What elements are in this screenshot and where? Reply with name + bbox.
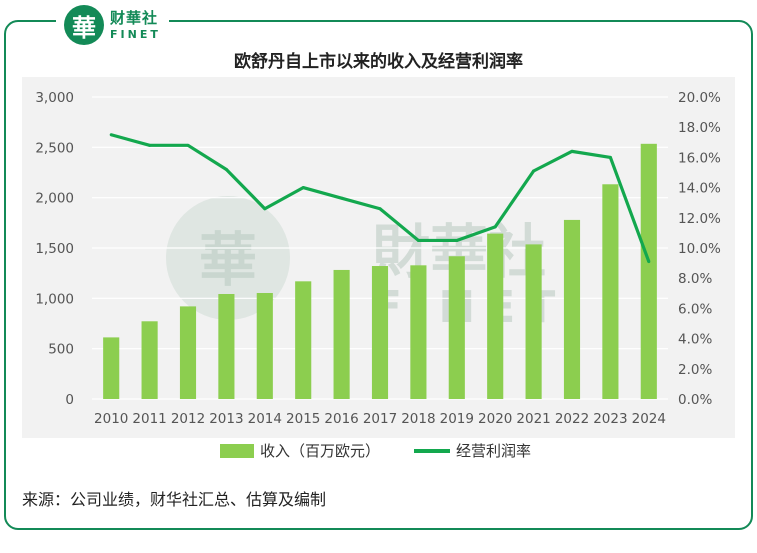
x-tick-label: 2020 — [478, 411, 512, 427]
x-tick-label: 2019 — [440, 411, 474, 427]
legend: 收入（百万欧元） 经营利润率 — [220, 442, 531, 460]
x-tick-label: 2021 — [516, 411, 550, 427]
x-tick-label: 2014 — [248, 411, 282, 427]
source-note: 来源：公司业绩，财华社汇总、估算及编制 — [22, 490, 327, 509]
margin-point-2014 — [263, 207, 267, 211]
legend-bar-swatch — [220, 444, 254, 458]
margin-point-2015 — [301, 186, 305, 190]
left-tick-label: 0 — [65, 392, 74, 408]
revenue-bar-2011 — [141, 321, 158, 399]
margin-point-2020 — [493, 225, 497, 229]
revenue-bar-2024 — [640, 143, 657, 399]
x-tick-label: 2024 — [632, 411, 666, 427]
revenue-bars — [103, 143, 657, 399]
revenue-bar-2013 — [218, 294, 235, 399]
revenue-bar-2023 — [602, 184, 619, 399]
chart-title: 欧舒丹自上市以来的收入及经营利润率 — [234, 52, 523, 72]
margin-point-2022 — [570, 149, 574, 153]
logo-name-en: FINET — [110, 27, 161, 41]
x-tick-label: 2013 — [209, 411, 243, 427]
revenue-bar-2021 — [525, 244, 542, 399]
revenue-bar-2022 — [563, 219, 581, 399]
revenue-bar-2012 — [179, 306, 197, 399]
right-tick-label: 8.0% — [678, 271, 712, 287]
revenue-bar-2019 — [448, 256, 465, 399]
revenue-bar-2014 — [256, 292, 273, 399]
margin-point-2018 — [416, 238, 420, 242]
left-tick-label: 500 — [48, 342, 74, 358]
margin-point-2016 — [340, 196, 344, 200]
x-tick-label: 2015 — [286, 411, 320, 427]
margin-point-2017 — [378, 207, 382, 211]
margin-point-2011 — [148, 143, 152, 147]
right-tick-label: 10.0% — [678, 241, 721, 257]
margin-point-2019 — [455, 238, 459, 242]
left-axis-ticks: 0 500 1,000 1,500 2,000 2,500 3,000 — [35, 90, 74, 408]
margin-point-2013 — [224, 167, 228, 171]
x-tick-label: 2022 — [555, 411, 589, 427]
right-tick-label: 14.0% — [678, 181, 721, 197]
legend-line-label: 经营利润率 — [456, 442, 531, 460]
x-tick-label: 2010 — [94, 411, 128, 427]
revenue-bar-2018 — [410, 265, 427, 399]
margin-point-2021 — [532, 169, 536, 173]
logo-text: 财華社 FINET — [110, 8, 161, 41]
margin-point-2012 — [186, 143, 190, 147]
margin-line — [109, 133, 651, 264]
right-tick-label: 12.0% — [678, 211, 721, 227]
finet-logo: 華 财華社 FINET — [56, 2, 169, 48]
left-tick-label: 3,000 — [35, 90, 74, 106]
right-tick-label: 2.0% — [678, 362, 712, 378]
revenue-bar-2020 — [487, 233, 504, 399]
right-tick-label: 4.0% — [678, 332, 712, 348]
x-tick-label: 2023 — [593, 411, 627, 427]
x-tick-label: 2017 — [363, 411, 397, 427]
right-tick-label: 16.0% — [678, 150, 721, 166]
x-tick-label: 2011 — [132, 411, 166, 427]
left-tick-label: 1,500 — [35, 241, 74, 257]
left-tick-label: 1,000 — [35, 291, 74, 307]
x-tick-label: 2018 — [401, 411, 435, 427]
right-tick-label: 6.0% — [678, 301, 712, 317]
revenue-bar-2017 — [371, 266, 389, 399]
revenue-bar-2015 — [295, 281, 312, 399]
logo-mark: 華 — [64, 5, 104, 45]
right-tick-label: 0.0% — [678, 392, 712, 408]
right-tick-label: 20.0% — [678, 90, 721, 106]
margin-point-2024 — [647, 260, 651, 264]
revenue-bar-2016 — [333, 269, 350, 399]
x-tick-label: 2016 — [324, 411, 358, 427]
revenue-bar-2010 — [103, 337, 120, 399]
right-axis-ticks: 0.0% 2.0% 4.0% 6.0% 8.0% 10.0% 12.0% 14.0% 16.0%… — [678, 90, 721, 408]
x-axis-ticks: 2010 2011 2012 2013 2014 2015 2016 2017 2018 2019… — [94, 411, 666, 427]
legend-bar-label: 收入（百万欧元） — [260, 442, 380, 460]
watermark-mark: 華 — [199, 226, 257, 294]
x-tick-label: 2012 — [171, 411, 205, 427]
left-tick-label: 2,500 — [35, 140, 74, 156]
margin-point-2023 — [608, 155, 612, 159]
logo-name-cn: 财華社 — [110, 8, 159, 27]
margin-point-2010 — [109, 133, 113, 137]
right-tick-label: 18.0% — [678, 120, 721, 136]
watermark-circle — [166, 196, 290, 320]
left-tick-label: 2,000 — [35, 191, 74, 207]
